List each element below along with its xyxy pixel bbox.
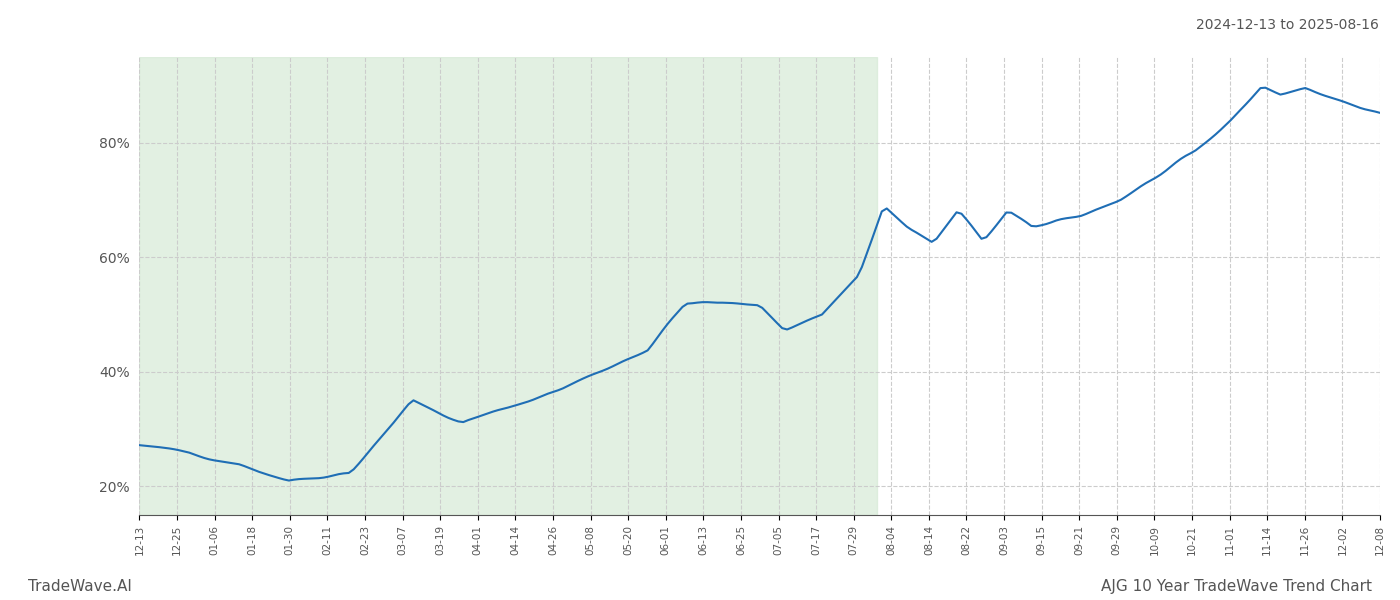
Text: 2024-12-13 to 2025-08-16: 2024-12-13 to 2025-08-16 [1196,18,1379,32]
Text: TradeWave.AI: TradeWave.AI [28,579,132,594]
Text: AJG 10 Year TradeWave Trend Chart: AJG 10 Year TradeWave Trend Chart [1100,579,1372,594]
Bar [140,57,876,515]
